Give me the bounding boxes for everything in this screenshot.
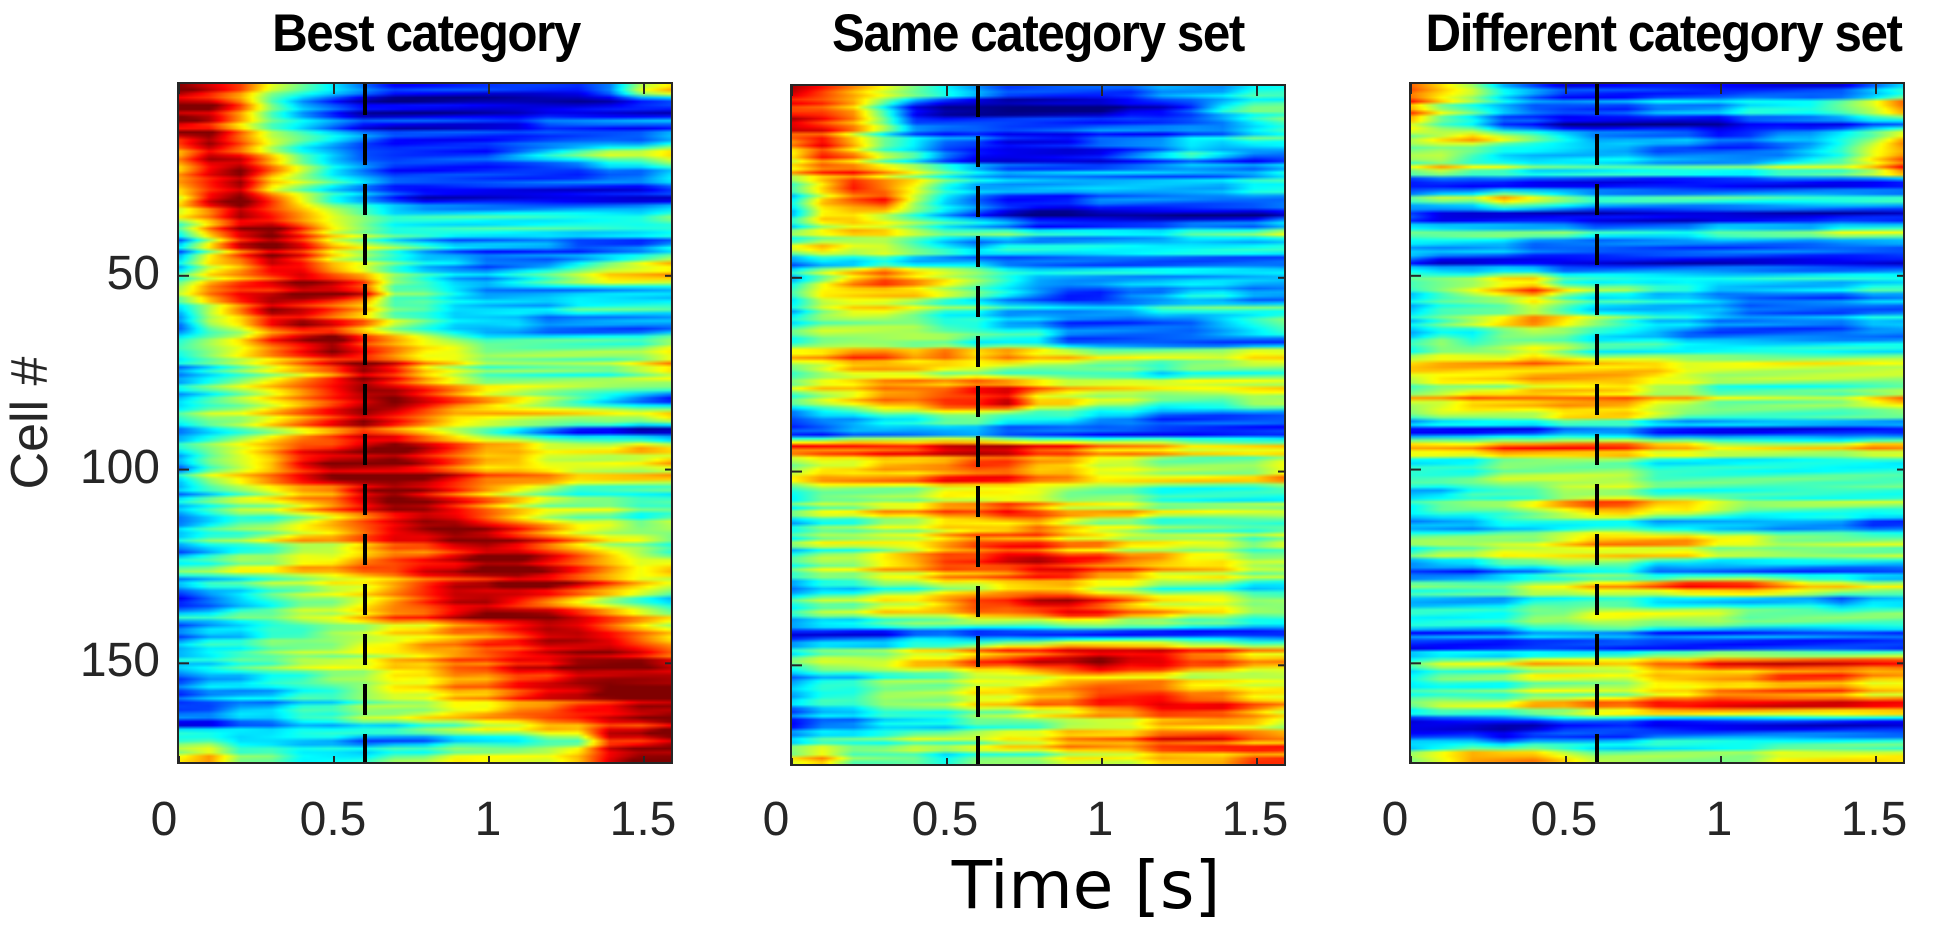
x-tick-label: 1 [1086, 793, 1114, 846]
axes-overlay [792, 86, 1284, 764]
x-tick-label: 0 [150, 793, 178, 846]
axes-overlay [179, 84, 671, 762]
x-tick-label: 1 [1705, 793, 1733, 846]
x-tick-label: 0.5 [1530, 793, 1598, 846]
heatmap-image [179, 84, 671, 762]
x-tick-label: 0 [1381, 793, 1409, 846]
heatmap-axes-same-category-set [790, 84, 1286, 766]
axes-overlay [1411, 84, 1903, 762]
y-tick-label: 100 [79, 440, 160, 494]
panel-title-best-category: Best category [272, 4, 581, 63]
x-tick-label: 1.5 [1840, 793, 1908, 846]
heatmap-axes-different-category-set [1409, 82, 1905, 764]
x-tick-label: 0.5 [299, 793, 367, 846]
x-tick-label: 0 [762, 793, 790, 846]
x-tick-label: 0.5 [911, 793, 979, 846]
x-axis-label: Time [s] [951, 847, 1221, 924]
panel-title-different-category-set: Different category set [1425, 4, 1903, 63]
x-tick-label: 1 [474, 793, 502, 846]
panel-title-same-category-set: Same category set [832, 4, 1245, 63]
x-tick-label: 1.5 [609, 793, 677, 846]
heatmap-image [792, 86, 1284, 764]
x-tick-label: 1.5 [1221, 793, 1289, 846]
y-tick-label: 50 [106, 246, 160, 300]
y-axis-label: Cell # [1, 356, 59, 490]
heatmap-axes-best-category [177, 82, 673, 764]
heatmap-image [1411, 84, 1903, 762]
y-tick-label: 150 [79, 634, 160, 688]
